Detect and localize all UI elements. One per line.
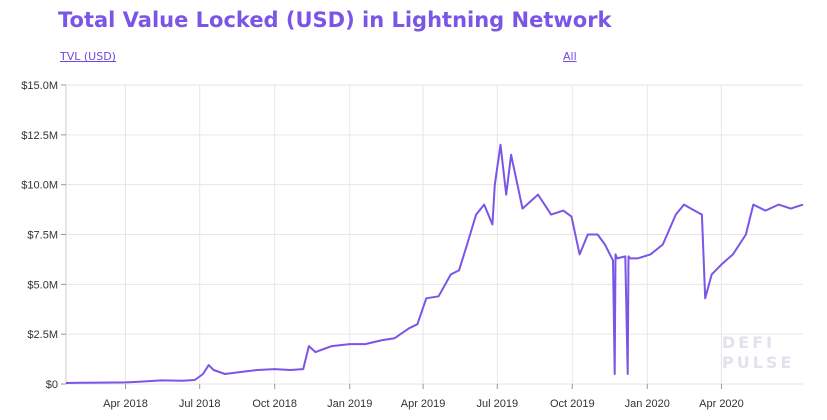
y-tick-label: $15.0M [21, 80, 58, 92]
y-tick-label: $10.0M [21, 180, 58, 192]
watermark-line-2: PULSE [722, 353, 795, 372]
y-tick-label: $5.0M [27, 279, 58, 291]
watermark-line-1: DEFI [722, 333, 776, 352]
tvl-metric-link[interactable]: TVL (USD) [60, 50, 116, 63]
x-tick-label: Jul 2019 [476, 398, 518, 410]
y-tick-label: $12.5M [21, 130, 58, 142]
chart-grid [65, 84, 803, 385]
y-tick-label: $2.5M [27, 329, 58, 341]
x-axis: Apr 2018 Jul 2018 Oct 2018 Jan 2019 Apr 2019… [103, 384, 744, 410]
tvl-series-line [65, 143, 804, 384]
plot-area [65, 143, 804, 384]
x-tick-label: Apr 2019 [401, 398, 446, 410]
x-tick-label: Apr 2020 [699, 398, 744, 410]
y-tick-label: $7.5M [27, 230, 58, 242]
x-tick-label: Jan 2020 [625, 398, 670, 410]
x-tick-label: Apr 2018 [103, 398, 148, 410]
x-tick-label: Oct 2019 [550, 398, 595, 410]
range-all-link[interactable]: All [563, 50, 577, 63]
chart-title: Total Value Locked (USD) in Lightning Ne… [58, 8, 612, 32]
x-tick-label: Jul 2018 [179, 398, 221, 410]
x-tick-label: Jan 2019 [327, 398, 372, 410]
defi-pulse-watermark: DEFI PULSE [722, 333, 794, 373]
y-axis: $0 $2.5M $5.0M $7.5M $10.0M $12.5M $15.0M [21, 80, 66, 391]
x-tick-label: Oct 2018 [252, 398, 297, 410]
y-tick-label: $0 [46, 379, 58, 391]
